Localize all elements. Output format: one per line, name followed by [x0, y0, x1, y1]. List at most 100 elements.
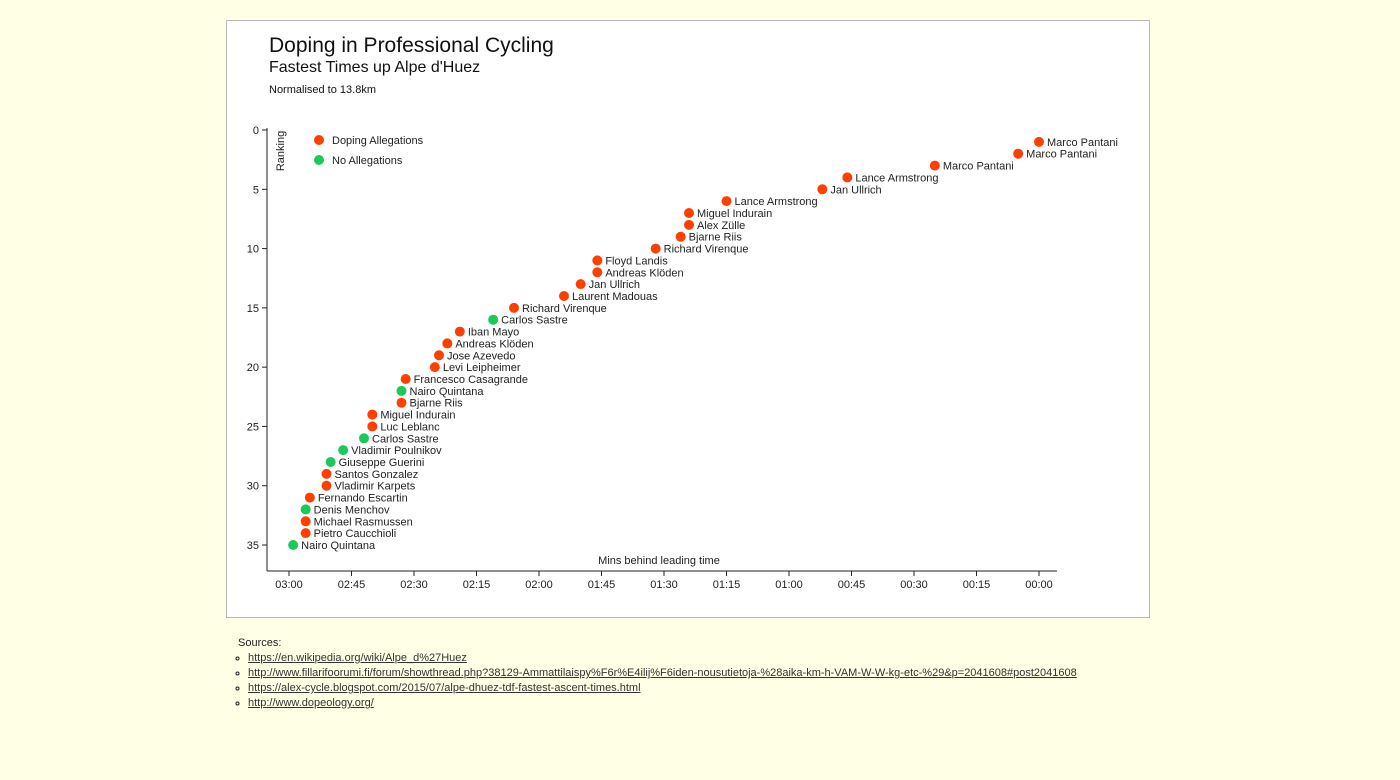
y-axis-label: Ranking [275, 131, 287, 171]
point-label: Bjarne Riis [410, 398, 464, 410]
chart-title: Doping in Professional Cycling [269, 34, 554, 57]
point-label: Marco Pantani [1026, 149, 1097, 161]
point-label: Vladimir Poulnikov [351, 445, 442, 457]
point-label: Pietro Caucchioli [314, 528, 397, 540]
source-item: https://en.wikipedia.org/wiki/Alpe_d%27H… [248, 651, 1077, 666]
data-point [367, 409, 378, 420]
point-label: Denis Menchov [314, 504, 390, 516]
chart-note: Normalised to 13.8km [269, 84, 376, 96]
y-tick-label: 5 [253, 184, 259, 196]
data-point [367, 421, 378, 432]
source-link[interactable]: http://www.fillarifoorumi.fi/forum/showt… [248, 667, 1077, 679]
point-label: Levi Leipheimer [443, 362, 521, 374]
data-point [434, 350, 444, 361]
data-point [304, 492, 315, 503]
data-point [288, 540, 299, 550]
x-tick-label: 01:15 [713, 579, 741, 591]
legend-label: Doping Allegations [332, 135, 424, 147]
data-point [509, 302, 519, 313]
x-tick-label: 00:15 [963, 579, 991, 591]
data-point [488, 314, 499, 325]
data-point [817, 184, 828, 195]
y-tick-label: 10 [247, 244, 259, 256]
point-label: Marco Pantani [943, 161, 1014, 173]
data-point [321, 468, 332, 479]
point-label: Miguel Indurain [697, 208, 772, 220]
x-tick-label: 02:15 [463, 579, 491, 591]
data-point [842, 172, 853, 183]
point-label: Vladimir Karpets [335, 481, 416, 493]
chart-svg: Doping in Professional Cycling Fastest T… [247, 34, 1118, 591]
data-point [300, 516, 311, 527]
point-label: Luc Leblanc [380, 421, 440, 433]
x-tick-label: 03:00 [275, 579, 303, 591]
data-point [321, 480, 332, 491]
point-label: Bjarne Riis [689, 232, 743, 244]
point-label: Lance Armstrong [735, 196, 818, 208]
point-label: Jan Ullrich [830, 184, 881, 196]
data-point [1013, 148, 1024, 159]
data-point [650, 243, 661, 254]
chart-panel: Doping in Professional Cycling Fastest T… [226, 20, 1150, 618]
sources-heading: Sources: [238, 637, 282, 649]
data-point [721, 196, 732, 207]
data-point [592, 255, 603, 266]
point-label: Iban Mayo [468, 327, 519, 339]
data-point [300, 528, 311, 539]
source-link[interactable]: http://www.dopeology.org/ [248, 697, 374, 709]
data-point [400, 374, 411, 384]
point-label: Michael Rasmussen [314, 516, 413, 528]
x-tick-label: 02:45 [338, 579, 366, 591]
legend-label: No Allegations [332, 155, 403, 167]
x-tick-label: 02:00 [525, 579, 553, 591]
data-point [325, 457, 336, 467]
point-label: Richard Virenque [522, 303, 607, 315]
point-label: Carlos Sastre [372, 433, 439, 445]
data-point [359, 433, 369, 444]
point-label: Jan Ullrich [589, 279, 640, 291]
legend: Doping Allegations No Allegations [314, 135, 424, 167]
data-point [454, 326, 465, 337]
data-point [684, 208, 694, 218]
sources-section: Sources: https://en.wikipedia.org/wiki/A… [238, 636, 1077, 711]
data-point [1034, 136, 1044, 147]
point-label: Andreas Klöden [605, 267, 683, 279]
point-label: Carlos Sastre [501, 315, 568, 327]
point-label: Alex Zülle [697, 220, 745, 232]
source-item: https://alex-cycle.blogspot.com/2015/07/… [248, 681, 1077, 696]
axes: 0 5 10 15 20 25 30 35 03:00 02:45 02:30 02:15 02:00 0… [247, 125, 1057, 591]
legend-swatch [314, 155, 324, 165]
data-point [442, 338, 453, 349]
point-label: Laurent Madouas [572, 291, 658, 303]
y-tick-label: 20 [247, 362, 259, 374]
data-point [684, 219, 694, 230]
point-label: Miguel Indurain [380, 410, 455, 422]
point-label: Santos Gonzalez [335, 469, 419, 481]
x-tick-label: 00:45 [838, 579, 866, 591]
y-tick-label: 15 [247, 303, 259, 315]
data-point [429, 362, 440, 373]
data-point [396, 397, 407, 408]
point-label: Nairo Quintana [301, 540, 376, 552]
data-point [592, 267, 603, 278]
x-tick-label: 00:00 [1025, 579, 1053, 591]
data-point [396, 385, 407, 396]
y-tick-label: 30 [247, 481, 259, 493]
source-link[interactable]: https://alex-cycle.blogspot.com/2015/07/… [248, 682, 641, 694]
point-label: Marco Pantani [1047, 137, 1118, 149]
point-label: Andreas Klöden [455, 338, 533, 350]
point-label: Lance Armstrong [855, 172, 938, 184]
data-point [929, 160, 940, 171]
data-point [675, 231, 686, 242]
x-tick-label: 00:30 [900, 579, 928, 591]
y-tick-label: 0 [253, 125, 259, 137]
point-label: Francesco Casagrande [414, 374, 528, 386]
y-tick-label: 25 [247, 421, 259, 433]
data-point [338, 445, 349, 456]
x-tick-label: 02:30 [400, 579, 428, 591]
source-item: http://www.dopeology.org/ [248, 696, 1077, 711]
y-tick-label: 35 [247, 540, 259, 552]
x-axis-label: Mins behind leading time [598, 555, 720, 567]
source-link[interactable]: https://en.wikipedia.org/wiki/Alpe_d%27H… [248, 652, 467, 664]
point-label: Nairo Quintana [410, 386, 485, 398]
